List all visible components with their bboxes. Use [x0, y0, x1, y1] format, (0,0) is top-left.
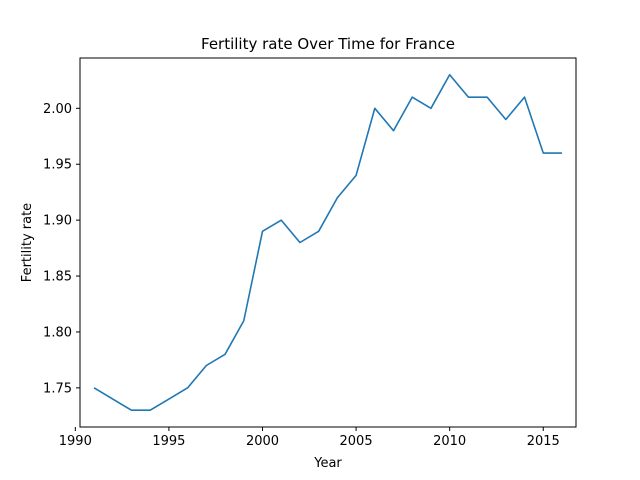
x-tick-label: 2010	[433, 434, 466, 449]
y-tick-label: 1.75	[43, 381, 72, 396]
x-tick-label: 1990	[59, 434, 92, 449]
y-axis-label: Fertility rate	[20, 203, 35, 282]
plot-frame	[79, 57, 577, 428]
y-tick-label: 1.95	[43, 158, 72, 173]
y-tick-label: 2.00	[43, 102, 72, 117]
x-axis-label: Year	[313, 456, 342, 471]
x-tick-label: 2015	[527, 434, 560, 449]
x-tick-label: 1995	[152, 434, 185, 449]
y-axis-ticks: 1.75 1.80 1.85 1.90 1.95 2.00	[43, 102, 80, 396]
y-tick-label: 1.85	[43, 270, 72, 285]
x-axis-ticks: 1990 1995 2000 2005 2010 2015	[59, 427, 560, 449]
y-tick-label: 1.90	[43, 214, 72, 229]
chart-title: Fertility rate Over Time for France	[201, 35, 455, 53]
x-tick-label: 2000	[246, 434, 279, 449]
y-tick-label: 1.80	[43, 325, 72, 340]
x-tick-label: 2005	[340, 434, 373, 449]
series-line	[93, 73, 562, 412]
